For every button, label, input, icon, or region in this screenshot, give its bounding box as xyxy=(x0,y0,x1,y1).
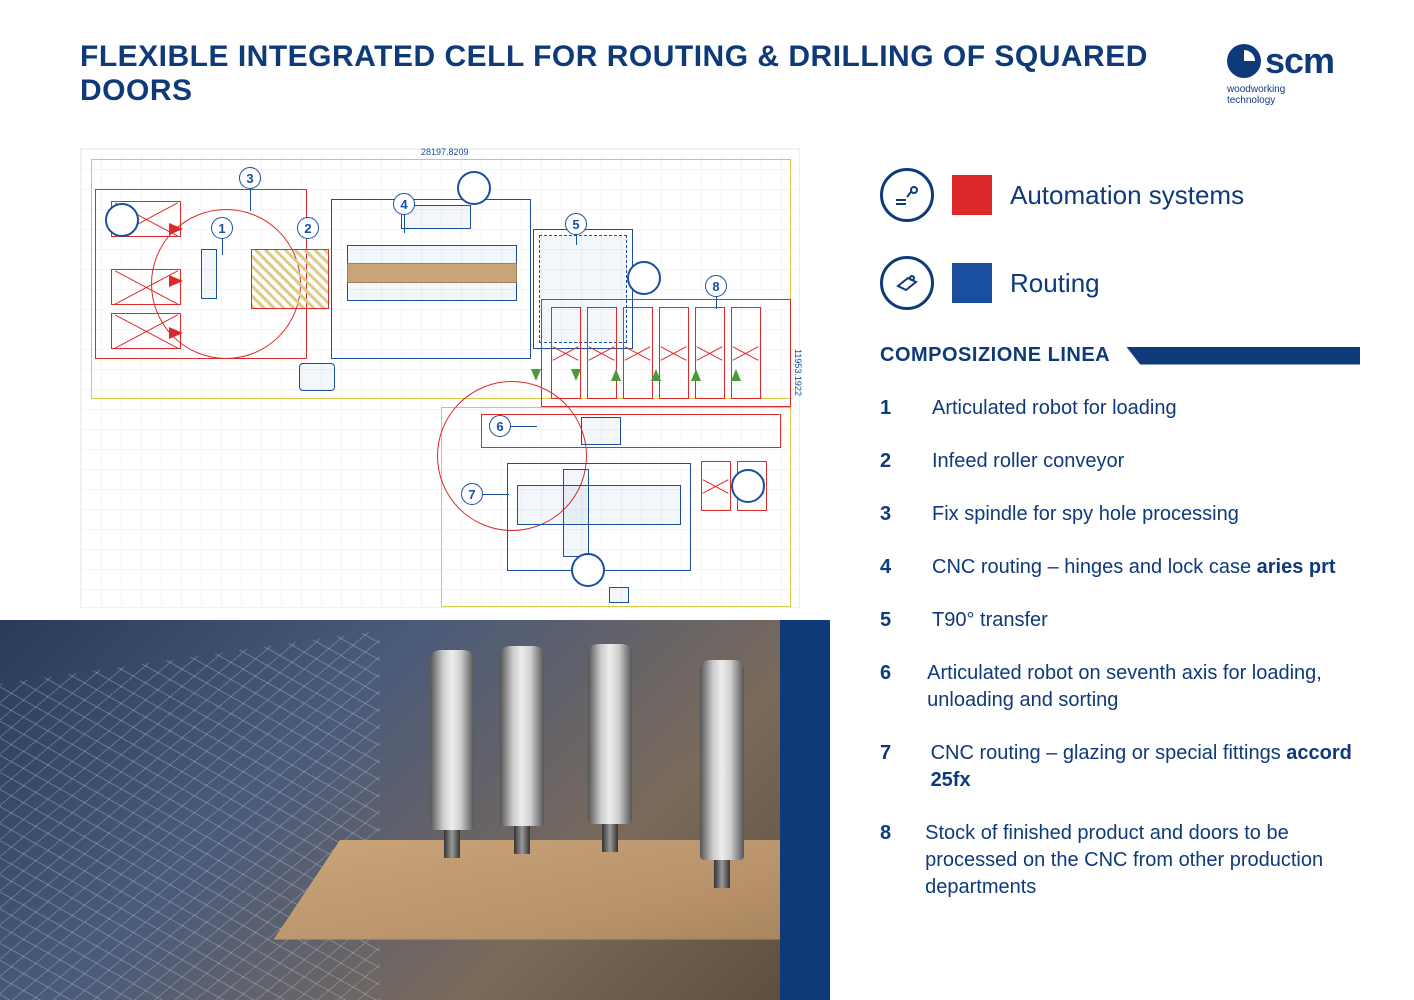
automation-icon xyxy=(105,203,139,237)
routing-icon xyxy=(571,553,605,587)
callout-5: 5 xyxy=(565,213,587,235)
legend-automation: Automation systems xyxy=(880,168,1360,222)
logo-mark-icon xyxy=(1227,44,1261,78)
dim-right: 11953.1922 xyxy=(793,349,803,396)
brand-logo: scm woodworking technology xyxy=(1227,40,1334,106)
legend-routing: Routing xyxy=(880,256,1360,310)
routing-icon xyxy=(457,171,491,205)
section-title: COMPOSIZIONE LINEA xyxy=(880,344,1126,367)
callout-2: 2 xyxy=(297,217,319,239)
callout-4: 4 xyxy=(393,193,415,215)
list-item: 4CNC routing – hinges and lock case arie… xyxy=(880,554,1360,581)
list-item: 7CNC routing – glazing or special fittin… xyxy=(880,740,1360,794)
component-list: 1Articulated robot for loading 2Infeed r… xyxy=(880,395,1360,901)
list-item: 2Infeed roller conveyor xyxy=(880,448,1360,475)
list-item: 6Articulated robot on seventh axis for l… xyxy=(880,660,1360,714)
section-header: COMPOSIZIONE LINEA xyxy=(880,344,1360,367)
automation-icon xyxy=(731,469,765,503)
list-item: 1Articulated robot for loading xyxy=(880,395,1360,422)
dim-top: 28197.8209 xyxy=(421,147,469,157)
machine-photo xyxy=(0,620,830,1000)
automation-icon xyxy=(627,261,661,295)
legend-routing-label: Routing xyxy=(1010,268,1100,299)
callout-7: 7 xyxy=(461,483,483,505)
section-chevron-icon xyxy=(1126,347,1360,365)
logo-tagline: woodworking technology xyxy=(1227,84,1334,106)
automation-swatch xyxy=(952,175,992,215)
routing-swatch xyxy=(952,263,992,303)
callout-3: 3 xyxy=(239,167,261,189)
callout-6: 6 xyxy=(489,415,511,437)
routing-legend-icon xyxy=(880,256,934,310)
list-item: 3Fix spindle for spy hole processing xyxy=(880,501,1360,528)
automation-legend-icon xyxy=(880,168,934,222)
logo-text: scm xyxy=(1265,40,1334,82)
list-item: 5T90° transfer xyxy=(880,607,1360,634)
callout-8: 8 xyxy=(705,275,727,297)
page-title: FLEXIBLE INTEGRATED CELL FOR ROUTING & D… xyxy=(80,40,1227,108)
callout-1: 1 xyxy=(211,217,233,239)
header: FLEXIBLE INTEGRATED CELL FOR ROUTING & D… xyxy=(0,0,1414,108)
list-item: 8Stock of finished product and doors to … xyxy=(880,820,1360,901)
legend-automation-label: Automation systems xyxy=(1010,180,1244,211)
layout-diagram: 28197.8209 11953.1922 xyxy=(80,148,800,608)
